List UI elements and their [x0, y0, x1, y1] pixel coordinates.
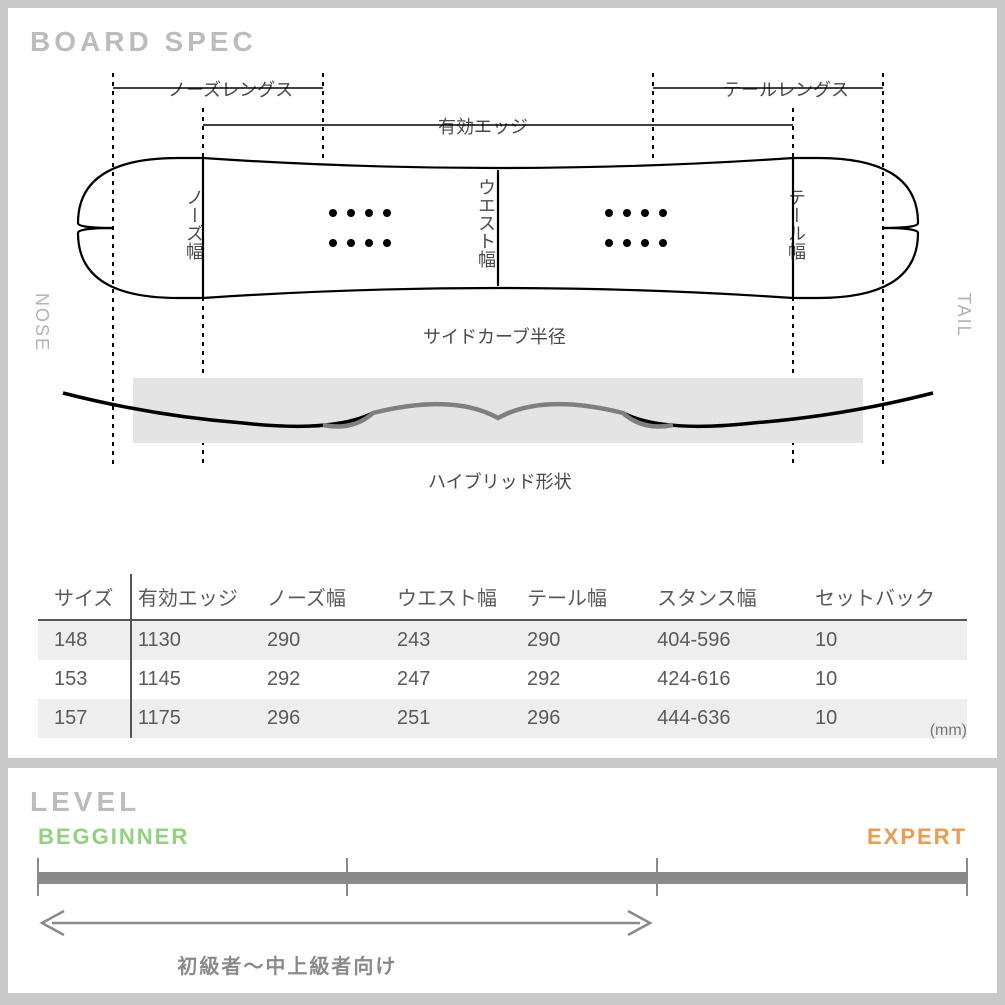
table-cell: 243	[391, 620, 521, 660]
level-bar	[38, 858, 967, 896]
table-cell: 292	[261, 660, 391, 699]
table-cell: 1175	[131, 699, 261, 738]
table-cell: 247	[391, 660, 521, 699]
table-cell: 444-636	[651, 699, 809, 738]
level-tick	[656, 858, 658, 896]
level-tick	[966, 858, 968, 896]
table-cell: 157	[38, 699, 131, 738]
table-cell: 292	[521, 660, 651, 699]
table-cell: 1145	[131, 660, 261, 699]
table-cell: 1130	[131, 620, 261, 660]
table-col-header: テール幅	[521, 574, 651, 620]
table-col-header: ノーズ幅	[261, 574, 391, 620]
table-col-header: スタンス幅	[651, 574, 809, 620]
table-cell: 424-616	[651, 660, 809, 699]
table-cell: 251	[391, 699, 521, 738]
table-col-header: ウエスト幅	[391, 574, 521, 620]
spec-unit: (mm)	[930, 722, 967, 740]
table-cell: 10	[809, 660, 967, 699]
board-spec-title: BOARD SPEC	[8, 8, 997, 58]
level-title: LEVEL	[8, 768, 997, 818]
table-row: 1481130290243290404-59610	[38, 620, 967, 660]
level-panel: LEVEL BEGGINNER EXPERT 初級者〜中上級者向け	[8, 768, 997, 993]
board-diagram: NOSE TAIL ノーズレングス 有効エッジ テールレングス ノーズ幅 ウエス…	[33, 58, 972, 518]
table-col-header: サイズ	[38, 574, 131, 620]
board-svg	[33, 58, 963, 518]
table-row: 1531145292247292424-61610	[38, 660, 967, 699]
table-col-header: 有効エッジ	[131, 574, 261, 620]
level-beginner-label: BEGGINNER	[38, 824, 189, 850]
spec-table: サイズ有効エッジノーズ幅ウエスト幅テール幅スタンス幅セットバック 1481130…	[38, 574, 967, 738]
level-range-arrow	[38, 908, 654, 948]
level-range-text: 初級者〜中上級者向け	[177, 950, 397, 979]
table-cell: 10	[809, 620, 967, 660]
table-row: 1571175296251296444-63610	[38, 699, 967, 738]
board-spec-panel: BOARD SPEC NOSE TAIL ノーズレングス 有効エッジ テールレン…	[8, 8, 997, 758]
level-tick	[37, 858, 39, 896]
level-expert-label: EXPERT	[867, 824, 967, 850]
table-col-header: セットバック	[809, 574, 967, 620]
table-cell: 290	[261, 620, 391, 660]
table-cell: 148	[38, 620, 131, 660]
level-tick	[346, 858, 348, 896]
table-cell: 296	[521, 699, 651, 738]
table-cell: 296	[261, 699, 391, 738]
table-cell: 290	[521, 620, 651, 660]
table-cell: 404-596	[651, 620, 809, 660]
table-cell: 153	[38, 660, 131, 699]
